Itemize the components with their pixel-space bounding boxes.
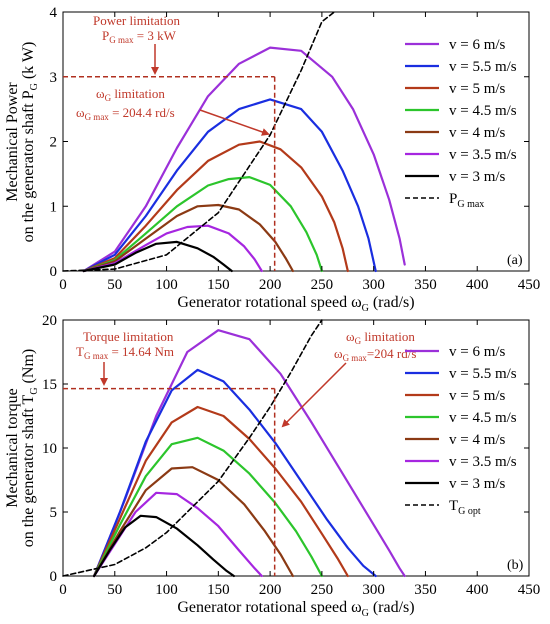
y-tick-label: 0 bbox=[50, 569, 58, 585]
annotation-speed-limit-title-a: ωG limitation bbox=[96, 86, 165, 103]
legend-label-6: v = 3.5 m/s bbox=[449, 147, 517, 163]
panel-b: 0 50 100 150 200 250 300 350 400 450 0 5 10 15 20 Tor… bbox=[4, 313, 540, 619]
series-line-7 bbox=[92, 514, 235, 578]
series-line-5 bbox=[82, 203, 294, 273]
x-axis-label-a: Generator rotational speed ωG (rad/s) bbox=[177, 294, 414, 314]
y-ticks-b: 0 5 10 15 20 bbox=[42, 313, 529, 585]
x-tick-label: 300 bbox=[362, 582, 385, 598]
annotation-arrow-speed-b bbox=[281, 362, 347, 428]
y-axis-label-b-line2: on the generator shaft TG (Nm) bbox=[20, 349, 40, 547]
x-tick-label: 0 bbox=[59, 277, 67, 293]
legend-label-5: v = 4 m/s bbox=[449, 125, 506, 141]
annotation-speed-limit-value-a: ωG max = 204.4 rd/s bbox=[76, 105, 175, 122]
series-line-3 bbox=[82, 140, 349, 273]
x-tick-label: 50 bbox=[107, 277, 122, 293]
x-axis-label-b: Generator rotational speed ωG (rad/s) bbox=[177, 599, 414, 619]
x-tick-label: 150 bbox=[207, 582, 230, 598]
legend-label-1: v = 6 m/s bbox=[449, 37, 506, 53]
legend-label-1: v = 6 m/s bbox=[449, 344, 506, 360]
legend-label-4: v = 4.5 m/s bbox=[449, 410, 517, 426]
legend-label-7: v = 3 m/s bbox=[449, 169, 506, 185]
annotation-speed-limit-title-b: ωG limitation bbox=[346, 329, 415, 346]
legend-label-5: v = 4 m/s bbox=[449, 432, 506, 448]
annotation-speed-limit-value-b: ωG max=204 rd/s bbox=[334, 346, 416, 363]
x-tick-label: 350 bbox=[414, 582, 437, 598]
panel-label-b: (b) bbox=[507, 558, 524, 573]
legend-label-4: v = 4.5 m/s bbox=[449, 103, 517, 119]
legend-b: v = 6 m/s v = 5.5 m/s v = 5 m/s v = 4.5 m/s… bbox=[405, 344, 517, 517]
series-line-1 bbox=[92, 329, 406, 578]
x-tick-label: 200 bbox=[259, 277, 282, 293]
legend-label-8: PG max bbox=[449, 191, 484, 210]
y-tick-label: 15 bbox=[42, 377, 57, 393]
series-line-8 bbox=[62, 11, 336, 272]
annotation-power-limit-title: Power limitation bbox=[93, 13, 181, 28]
y-tick-label: 4 bbox=[50, 5, 58, 21]
x-tick-label: 200 bbox=[259, 582, 282, 598]
series-line-5 bbox=[92, 466, 294, 578]
y-tick-label: 10 bbox=[42, 441, 57, 457]
y-tick-label: 5 bbox=[50, 505, 58, 521]
x-tick-label: 400 bbox=[466, 582, 489, 598]
legend-label-3: v = 5 m/s bbox=[449, 81, 506, 97]
y-tick-label: 1 bbox=[50, 199, 58, 215]
annotation-arrow-speed-a bbox=[199, 109, 270, 136]
legend-label-6: v = 3.5 m/s bbox=[449, 454, 517, 470]
legend-label-7: v = 3 m/s bbox=[449, 476, 506, 492]
x-tick-label: 350 bbox=[414, 277, 437, 293]
annotation-power-limit-value: PG max = 3 kW bbox=[102, 28, 177, 45]
panel-a: 0 50 100 150 200 250 300 350 400 450 0 1 2 3 4 Power … bbox=[4, 5, 540, 314]
series-line-1 bbox=[82, 46, 406, 273]
legend-label-2: v = 5.5 m/s bbox=[449, 366, 517, 382]
y-axis-label-a-line1: Mechanical Power bbox=[4, 82, 21, 202]
x-tick-label: 250 bbox=[311, 582, 334, 598]
series-line-4 bbox=[92, 436, 323, 578]
y-tick-label: 2 bbox=[50, 135, 58, 151]
series-line-4 bbox=[82, 176, 323, 273]
x-tick-label: 300 bbox=[362, 277, 385, 293]
x-ticks-a: 0 50 100 150 200 250 300 350 400 450 bbox=[59, 12, 540, 293]
x-tick-label: 250 bbox=[311, 277, 334, 293]
x-tick-label: 400 bbox=[466, 277, 489, 293]
x-tick-label: 150 bbox=[207, 277, 230, 293]
legend-label-8: TG opt bbox=[449, 498, 481, 517]
x-tick-label: 50 bbox=[107, 582, 122, 598]
series-line-2 bbox=[92, 368, 377, 578]
y-axis-label-a-line2: on the generator shaft PG (k W) bbox=[20, 42, 40, 243]
x-ticks-b: 0 50 100 150 200 250 300 350 400 450 bbox=[59, 320, 540, 598]
y-axis-label-b-line1: Mechanical torque bbox=[4, 388, 21, 508]
series-group-b bbox=[62, 319, 406, 578]
x-tick-label: 100 bbox=[155, 277, 178, 293]
series-group-a bbox=[62, 11, 406, 273]
y-tick-label: 20 bbox=[42, 313, 57, 329]
panel-label-a: (a) bbox=[507, 253, 523, 268]
annotation-torque-limit-value: TG max = 14.64 Nm bbox=[76, 344, 174, 361]
series-line-8 bbox=[62, 319, 323, 577]
series-line-6 bbox=[82, 224, 263, 273]
series-line-3 bbox=[92, 405, 349, 578]
legend-a: v = 6 m/s v = 5.5 m/s v = 5 m/s v = 4.5 m/s… bbox=[405, 37, 517, 210]
x-tick-label: 0 bbox=[59, 582, 67, 598]
annotation-torque-limit-title: Torque limitation bbox=[83, 329, 174, 344]
y-tick-label: 3 bbox=[50, 70, 58, 86]
legend-label-3: v = 5 m/s bbox=[449, 388, 506, 404]
x-tick-label: 100 bbox=[155, 582, 178, 598]
series-line-2 bbox=[82, 98, 377, 273]
x-tick-label: 450 bbox=[518, 582, 541, 598]
legend-label-2: v = 5.5 m/s bbox=[449, 59, 517, 75]
x-tick-label: 450 bbox=[518, 277, 541, 293]
series-line-7 bbox=[82, 240, 233, 273]
y-tick-label: 0 bbox=[50, 264, 58, 280]
